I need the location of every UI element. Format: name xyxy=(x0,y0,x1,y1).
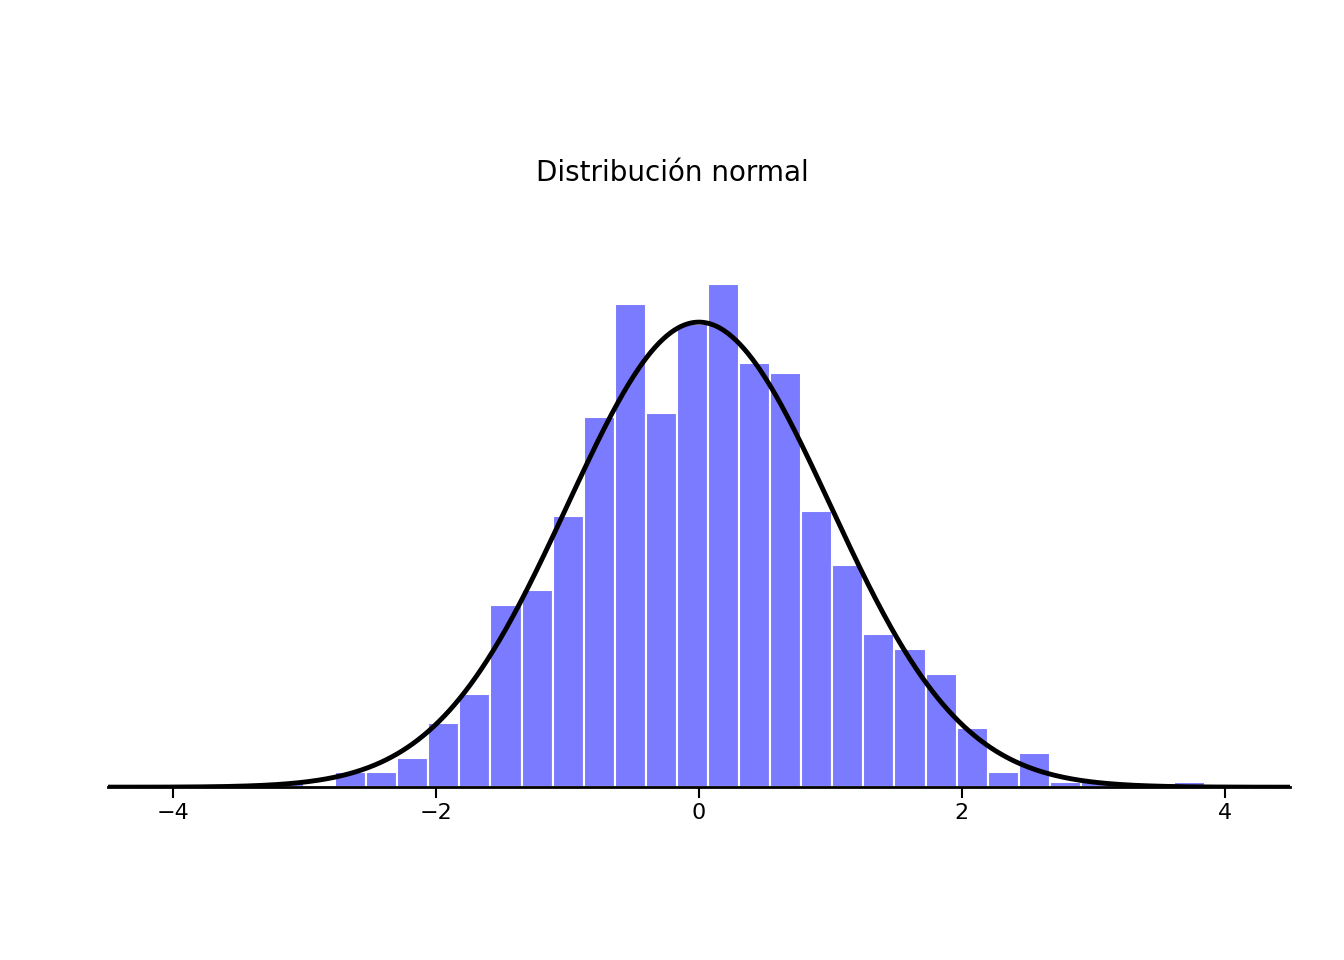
Bar xyxy=(957,728,988,787)
Bar xyxy=(273,782,304,787)
Bar xyxy=(398,757,429,787)
Bar xyxy=(801,511,832,787)
Bar xyxy=(460,693,491,787)
Bar xyxy=(988,773,1019,787)
Text: Distribución normal: Distribución normal xyxy=(536,158,808,187)
Bar xyxy=(832,565,863,787)
Bar xyxy=(335,773,366,787)
Bar xyxy=(552,516,583,787)
Bar xyxy=(926,674,957,787)
Bar xyxy=(491,605,521,787)
Bar xyxy=(677,324,708,787)
Bar xyxy=(614,304,646,787)
Bar xyxy=(894,649,926,787)
Bar xyxy=(521,590,552,787)
Bar xyxy=(1081,782,1111,787)
Bar xyxy=(1019,753,1050,787)
Bar xyxy=(863,635,894,787)
Bar xyxy=(1175,782,1206,787)
Bar xyxy=(583,418,614,787)
Bar xyxy=(739,363,770,787)
Bar xyxy=(646,413,677,787)
Bar xyxy=(708,284,739,787)
Bar xyxy=(429,723,460,787)
Bar xyxy=(1050,782,1081,787)
Bar xyxy=(366,773,398,787)
Bar xyxy=(770,373,801,787)
